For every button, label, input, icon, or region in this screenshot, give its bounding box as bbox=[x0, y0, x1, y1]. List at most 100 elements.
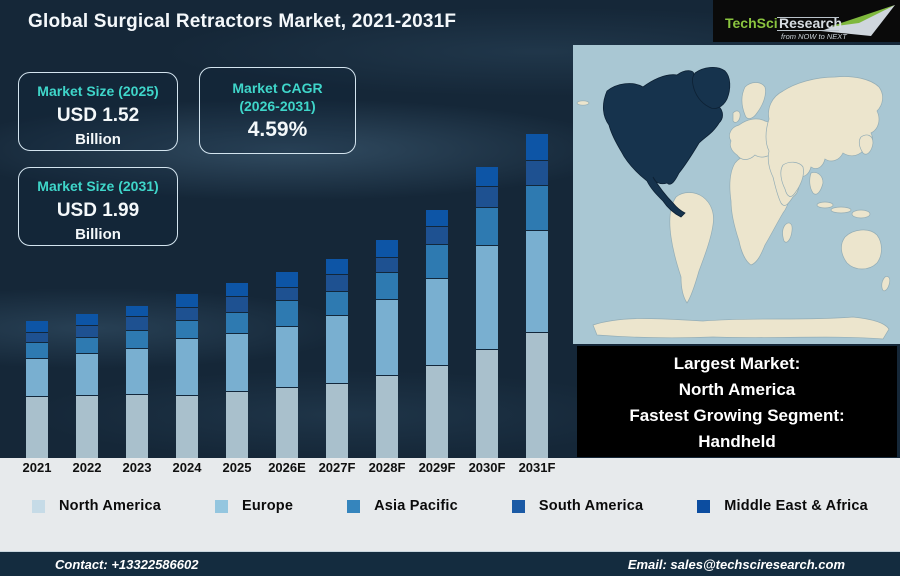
bar-column-2025 bbox=[212, 45, 262, 458]
legend-label: Middle East & Africa bbox=[724, 498, 868, 514]
bar-segment-south-america bbox=[276, 287, 298, 300]
highlight-line: Handheld bbox=[698, 432, 776, 451]
x-axis-label-2022: 2022 bbox=[72, 460, 102, 475]
bar-segment-asia-pacific bbox=[376, 272, 398, 299]
bar-segment-middle-east-africa bbox=[526, 134, 548, 160]
bar-column-2024 bbox=[162, 45, 212, 458]
highlight-line: Largest Market: bbox=[673, 354, 801, 373]
box-value: 4.59% bbox=[247, 118, 308, 141]
legend-item-asia-pacific: Asia Pacific bbox=[347, 498, 458, 514]
stacked-bar bbox=[526, 134, 548, 458]
legend-label: Europe bbox=[241, 498, 294, 514]
bar-segment-north-america bbox=[276, 387, 298, 458]
stacked-bar bbox=[76, 314, 98, 458]
legend-label: Asia Pacific bbox=[374, 498, 458, 514]
x-axis-label-2027f: 2027F bbox=[318, 460, 356, 475]
logo-graphic: TechSci Research from NOW to NEXT bbox=[725, 5, 895, 41]
bar-column-2029f bbox=[412, 45, 462, 458]
legend-swatch-icon bbox=[347, 499, 361, 513]
bar-segment-asia-pacific bbox=[126, 330, 148, 348]
bar-segment-europe bbox=[76, 353, 98, 395]
box-value: USD 1.99 bbox=[56, 200, 140, 221]
bar-segment-south-america bbox=[126, 316, 148, 330]
stacked-bar bbox=[276, 272, 298, 458]
bar-segment-middle-east-africa bbox=[126, 306, 148, 316]
bar-segment-north-america bbox=[376, 375, 398, 458]
bar-segment-north-america bbox=[176, 395, 198, 458]
legend-swatch-icon bbox=[511, 499, 525, 513]
bar-segment-south-america bbox=[26, 332, 48, 342]
greenland-region bbox=[692, 67, 731, 109]
x-axis-label-2024: 2024 bbox=[172, 460, 202, 475]
box-unit: Billion bbox=[75, 226, 121, 243]
x-axis-labels: 2021 2022 2023 2024 2025 2026E 2027F 2028F 2029F… bbox=[12, 460, 562, 475]
market-size-2031-box: Market Size (2031) USD 1.99 Billion bbox=[18, 167, 178, 246]
bar-segment-south-america bbox=[76, 325, 98, 337]
bar-segment-north-america bbox=[226, 391, 248, 458]
bar-segment-north-america bbox=[476, 349, 498, 458]
stacked-bar-chart bbox=[12, 45, 562, 458]
bar-segment-south-america bbox=[476, 186, 498, 207]
bar-segment-asia-pacific bbox=[26, 342, 48, 358]
bar-column-2031f bbox=[512, 45, 562, 458]
bar-segment-middle-east-africa bbox=[176, 294, 198, 307]
legend-label: North America bbox=[59, 498, 161, 514]
bar-segment-south-america bbox=[226, 296, 248, 312]
bar-segment-middle-east-africa bbox=[376, 240, 398, 257]
bar-segment-europe bbox=[226, 333, 248, 391]
india-region bbox=[780, 161, 804, 197]
footer-bar: Contact: +13322586602 Email: sales@techs… bbox=[0, 551, 900, 576]
bar-segment-south-america bbox=[376, 257, 398, 272]
chart-legend: North America Europe Asia Pacific South Ame… bbox=[0, 498, 900, 514]
x-axis-label-2026e: 2026E bbox=[268, 460, 306, 475]
bar-segment-europe bbox=[376, 299, 398, 375]
bar-segment-europe bbox=[526, 230, 548, 332]
x-axis-label-2029f: 2029F bbox=[418, 460, 456, 475]
legend-swatch-icon bbox=[32, 499, 45, 513]
australia-region bbox=[841, 229, 882, 270]
bar-segment-asia-pacific bbox=[176, 320, 198, 338]
bar-segment-europe bbox=[26, 358, 48, 396]
box-title: Market CAGR bbox=[232, 80, 323, 96]
page-title: Global Surgical Retractors Market, 2021-… bbox=[28, 11, 457, 32]
market-cagr-box: Market CAGR (2026-2031) 4.59% bbox=[199, 67, 356, 154]
logo-arrow-green-icon bbox=[829, 5, 895, 27]
bar-segment-middle-east-africa bbox=[276, 272, 298, 287]
antarctica-region bbox=[592, 316, 890, 340]
bar-segment-asia-pacific bbox=[476, 207, 498, 245]
stacked-bar bbox=[226, 283, 248, 458]
world-map-svg bbox=[573, 45, 900, 344]
indonesia-island bbox=[830, 206, 852, 214]
bar-segment-middle-east-africa bbox=[26, 321, 48, 332]
bar-segment-middle-east-africa bbox=[76, 314, 98, 325]
bar-column-2021 bbox=[12, 45, 62, 458]
bar-segment-middle-east-africa bbox=[476, 167, 498, 186]
southeast-asia-region bbox=[809, 172, 824, 195]
techsci-logo: TechSci Research from NOW to NEXT bbox=[713, 0, 900, 42]
bar-segment-north-america bbox=[126, 394, 148, 458]
footer-email: Email: sales@techsciresearch.com bbox=[627, 556, 845, 572]
highlight-line: North America bbox=[678, 380, 796, 399]
bar-segment-europe bbox=[476, 245, 498, 349]
new-guinea-island bbox=[851, 209, 871, 219]
madagascar-region bbox=[782, 222, 793, 243]
bar-column-2030f bbox=[462, 45, 512, 458]
bar-segment-asia-pacific bbox=[226, 312, 248, 333]
bar-segment-middle-east-africa bbox=[226, 283, 248, 296]
bar-column-2023 bbox=[112, 45, 162, 458]
box-unit: Billion bbox=[75, 131, 121, 148]
bar-segment-asia-pacific bbox=[276, 300, 298, 326]
legend-swatch-icon bbox=[214, 499, 228, 513]
stacked-bar bbox=[426, 210, 448, 458]
market-size-2025-box: Market Size (2025) USD 1.52 Billion bbox=[18, 72, 178, 151]
highlight-box: Largest Market: North America Fastest Gr… bbox=[577, 346, 897, 457]
x-axis-label-2023: 2023 bbox=[122, 460, 152, 475]
scandinavia-region bbox=[741, 82, 766, 119]
bar-column-2022 bbox=[62, 45, 112, 458]
aleutian-island bbox=[576, 100, 590, 106]
bar-segment-south-america bbox=[176, 307, 198, 320]
x-axis-label-2031f: 2031F bbox=[518, 460, 556, 475]
bar-segment-middle-east-africa bbox=[326, 259, 348, 274]
box-title: Market Size (2025) bbox=[37, 83, 159, 99]
